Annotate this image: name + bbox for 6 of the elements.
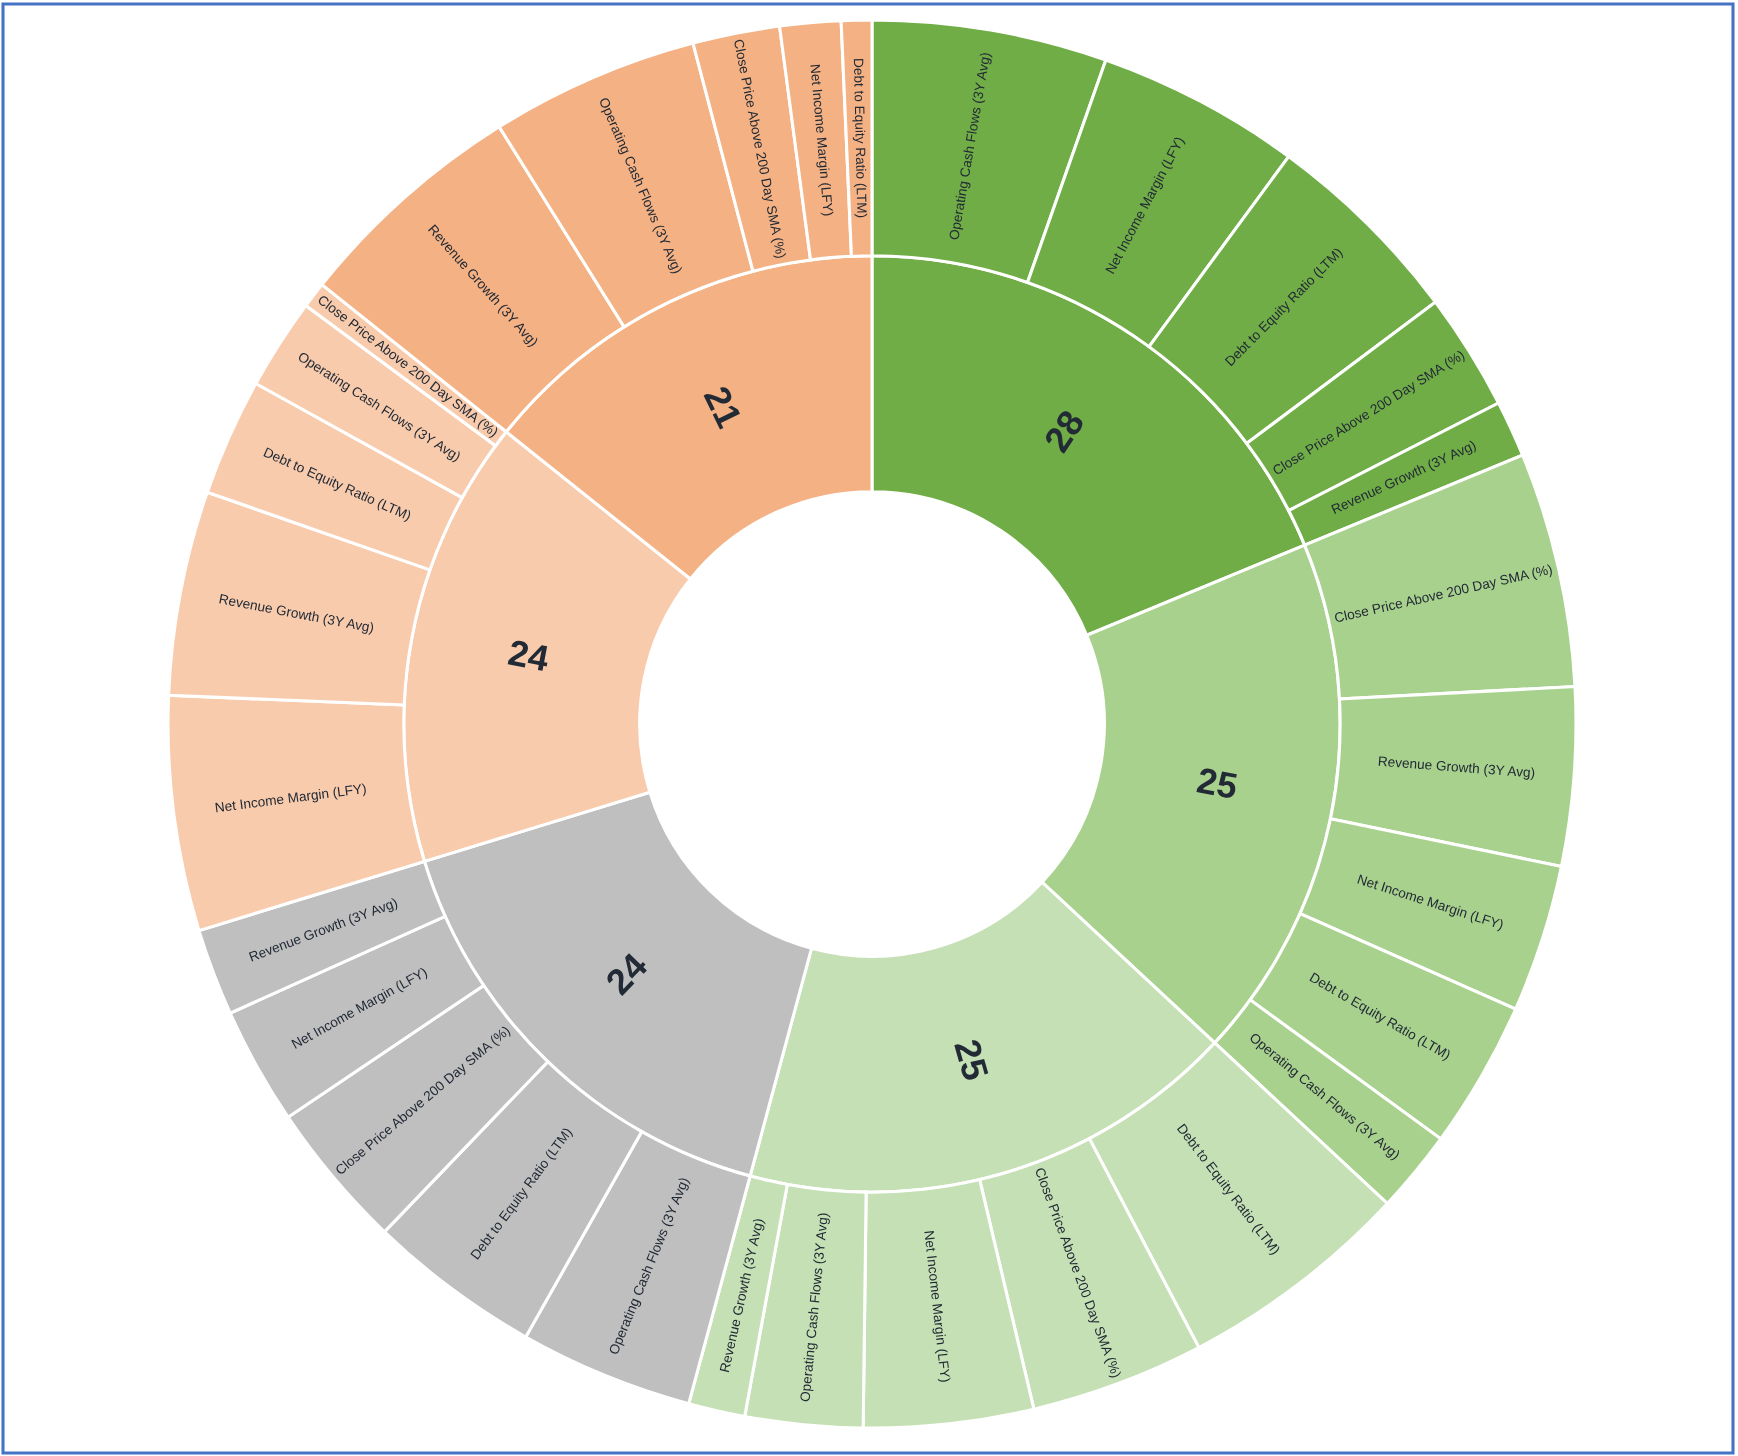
text: 24 bbox=[604, 950, 650, 996]
text: 28 bbox=[1043, 408, 1086, 454]
text: 21 bbox=[703, 384, 743, 430]
text: 24 bbox=[507, 639, 551, 672]
text: 25 bbox=[1196, 767, 1239, 800]
text: 25 bbox=[953, 1038, 989, 1082]
